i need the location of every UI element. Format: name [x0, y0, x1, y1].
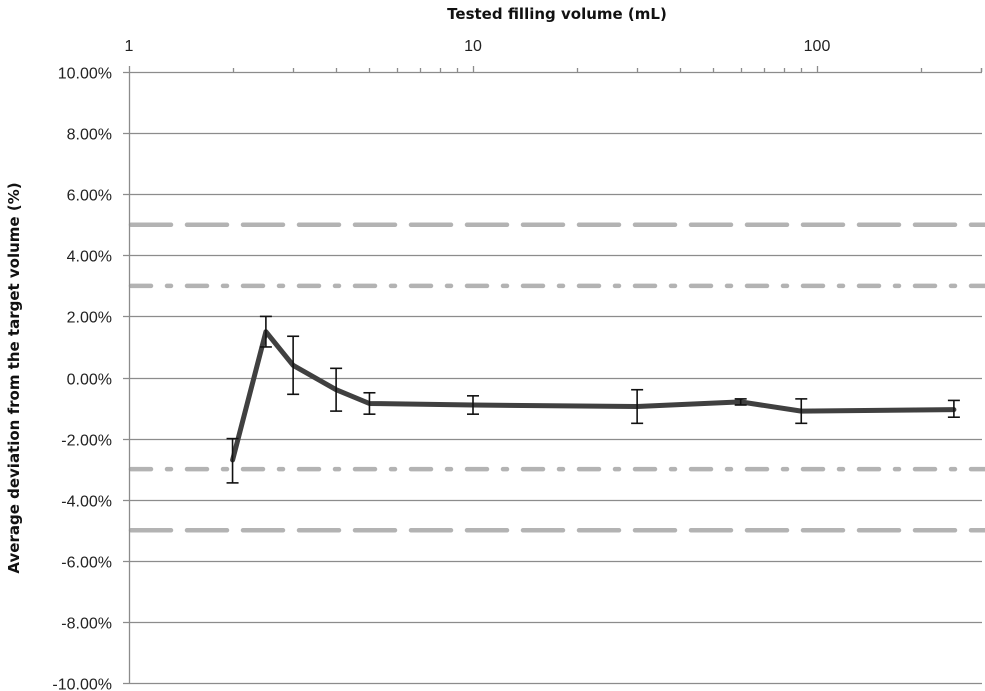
y-tick-label: 10.00% — [58, 66, 112, 83]
y-tick-label: 6.00% — [67, 188, 112, 205]
y-tick-label: 0.00% — [67, 372, 112, 389]
data-series — [226, 315, 960, 484]
y-tick-label: 8.00% — [67, 127, 112, 144]
y-axis-title: Average deviation from the target volume… — [5, 182, 23, 573]
y-tick-label: -10.00% — [52, 677, 112, 691]
y-tick-label: -2.00% — [61, 433, 112, 450]
y-tick-label: 4.00% — [67, 249, 112, 266]
y-tick-label: -8.00% — [61, 616, 112, 633]
horizontal-gridlines — [123, 71, 982, 685]
x-tick-label: 100 — [804, 38, 831, 55]
y-axis: 10.00% 8.00% 6.00% 4.00% 2.00% 0.00% -2.00% -4.… — [52, 66, 131, 691]
x-tick-label: 1 — [125, 38, 134, 55]
x-tick-label: 10 — [464, 38, 482, 55]
x-axis: 1 10 100 — [125, 38, 983, 72]
data-line — [230, 329, 957, 463]
x-axis-title: Tested filling volume (mL) — [447, 5, 667, 23]
reference-limit-lines — [128, 222, 985, 533]
y-tick-label: -6.00% — [61, 555, 112, 572]
y-tick-label: 2.00% — [67, 310, 112, 327]
y-tick-label: -4.00% — [61, 494, 112, 511]
